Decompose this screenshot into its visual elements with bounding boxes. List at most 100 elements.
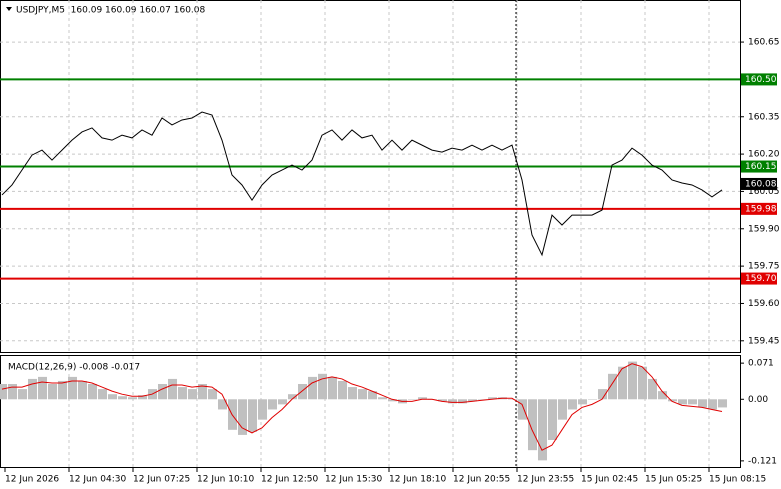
y-tick-label: 160.05 <box>748 187 780 197</box>
level-label-box <box>741 160 777 173</box>
level-label: 160.50 <box>745 75 777 85</box>
histogram-bar <box>68 376 77 400</box>
histogram-bar <box>338 380 347 400</box>
histogram-bar <box>258 399 267 420</box>
x-tick-label: 12 Jun 10:10 <box>197 475 254 485</box>
histogram-bar <box>108 394 117 400</box>
histogram-bar <box>118 396 127 400</box>
y-tick-label: 0.00 <box>748 395 768 405</box>
histogram-bar <box>508 399 517 400</box>
histogram-bar <box>268 399 277 410</box>
x-tick-label: 15 Jun 02:45 <box>581 475 638 485</box>
histogram-bar <box>18 389 27 400</box>
x-tick-label: 12 Jun 04:30 <box>69 475 126 485</box>
histogram-bar <box>478 399 487 400</box>
histogram-bar <box>568 399 577 410</box>
histogram-bar <box>698 399 707 408</box>
histogram-bar <box>158 384 167 400</box>
histogram-bar <box>638 366 647 400</box>
histogram-bar <box>468 399 477 402</box>
level-label-box <box>741 73 777 86</box>
current-price-box <box>741 177 777 190</box>
x-tick-label: 12 Jun 12:50 <box>261 475 318 485</box>
histogram-bar <box>208 389 217 400</box>
histogram-bar <box>358 389 367 400</box>
histogram-bar <box>58 380 67 400</box>
x-tick-label: 12 Jun 2026 <box>5 475 59 485</box>
histogram-bar <box>28 378 37 400</box>
histogram-bar <box>418 397 427 400</box>
histogram-bar <box>178 387 187 400</box>
histogram-bar <box>78 380 87 400</box>
y-tick-label: 159.90 <box>748 224 780 234</box>
y-tick-label: 160.20 <box>748 150 780 160</box>
x-tick-label: 15 Jun 05:25 <box>645 475 702 485</box>
y-tick-label: 0.071 <box>748 359 774 369</box>
histogram-bar <box>8 384 17 400</box>
y-tick-label: 159.60 <box>748 299 780 309</box>
histogram-bar <box>558 399 567 420</box>
histogram-bar <box>348 387 357 400</box>
level-label: 159.70 <box>745 274 777 284</box>
histogram-bar <box>708 399 717 410</box>
histogram-bar <box>648 378 657 400</box>
histogram-bar <box>688 399 697 405</box>
histogram-bar <box>128 397 137 400</box>
level-label: 160.15 <box>745 162 777 172</box>
histogram-bar <box>0 384 7 400</box>
histogram-bar <box>388 399 397 402</box>
histogram-bar <box>488 397 497 400</box>
dropdown-icon <box>6 7 12 11</box>
macd-frame <box>0 355 741 468</box>
histogram-bar <box>448 399 457 404</box>
histogram-bar <box>608 373 617 400</box>
histogram-bar <box>438 399 447 402</box>
current-price-label: 160.08 <box>745 179 777 189</box>
x-tick-label: 12 Jun 07:25 <box>133 475 190 485</box>
histogram-bar <box>598 389 607 400</box>
histogram-bar <box>298 384 307 400</box>
histogram-bar <box>368 391 377 400</box>
histogram-bar <box>98 389 107 400</box>
y-tick-label: 159.45 <box>748 336 780 346</box>
histogram-bar <box>678 399 687 405</box>
y-tick-label: -0.121 <box>748 456 777 466</box>
macd-title: MACD(12,26,9) -0.008 -0.017 <box>8 363 140 373</box>
x-tick-label: 15 Jun 08:15 <box>709 475 766 485</box>
histogram-bar <box>88 384 97 400</box>
level-label-box <box>741 272 777 285</box>
histogram-bar <box>238 399 247 435</box>
histogram-bar <box>518 399 527 420</box>
histogram-bar <box>318 373 327 400</box>
y-tick-label: 160.65 <box>748 38 780 48</box>
histogram-bar <box>248 399 257 432</box>
histogram-bar <box>668 399 677 402</box>
histogram-bar <box>308 376 317 400</box>
y-tick-label: 160.35 <box>748 112 780 122</box>
x-tick-label: 12 Jun 20:55 <box>453 475 510 485</box>
x-tick-label: 12 Jun 15:30 <box>325 475 382 485</box>
histogram-bar <box>458 399 467 404</box>
histogram-bar <box>538 399 547 461</box>
price-line <box>1 111 723 257</box>
histogram-bar <box>578 399 587 405</box>
histogram-bar <box>188 389 197 400</box>
y-tick-label: 159.75 <box>748 262 780 272</box>
histogram-bar <box>328 376 337 400</box>
histogram-bar <box>718 399 727 408</box>
level-label-box <box>741 202 777 215</box>
histogram-bar <box>588 399 597 400</box>
level-label: 159.98 <box>745 204 777 214</box>
histogram-bar <box>378 397 387 400</box>
x-tick-label: 12 Jun 23:55 <box>517 475 574 485</box>
x-tick-label: 12 Jun 18:10 <box>389 475 446 485</box>
histogram-bar <box>618 366 627 400</box>
histogram-bar <box>528 399 537 451</box>
histogram-bar <box>138 395 147 400</box>
histogram-bar <box>168 378 177 400</box>
histogram-bar <box>628 361 637 400</box>
histogram-bar <box>38 376 47 400</box>
histogram-bar <box>48 384 57 400</box>
histogram-bar <box>198 384 207 400</box>
